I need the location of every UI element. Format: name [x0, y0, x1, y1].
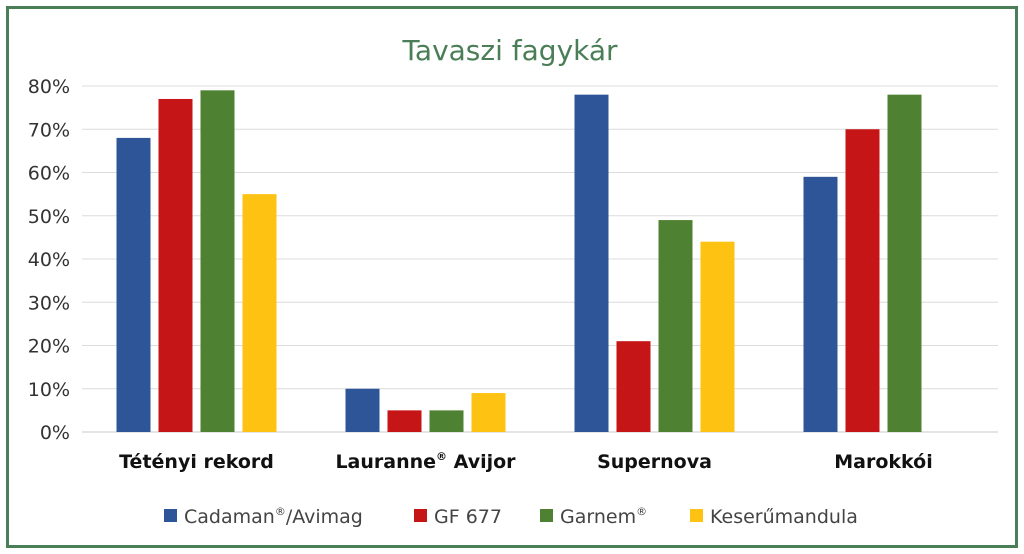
gridlines — [82, 85, 998, 433]
y-tick-label: 50% — [28, 206, 70, 228]
chart-title: Tavaszi fagykár — [401, 34, 618, 67]
y-tick-label: 0% — [40, 422, 70, 444]
x-axis-labels: Tétényi rekord Lauranne® Avijor Supernova M… — [119, 450, 933, 473]
bar — [116, 137, 151, 432]
y-tick-label: 20% — [28, 336, 70, 358]
legend-swatch — [540, 509, 553, 522]
y-tick-label: 30% — [28, 292, 70, 314]
legend: Cadaman®/Avimag GF 677 Garnem® Keserűmandul… — [164, 505, 858, 528]
legend-label: GF 677 — [434, 506, 502, 528]
x-category-label: Lauranne® Avijor — [335, 450, 516, 473]
legend-label: Garnem® — [560, 505, 647, 528]
bars — [116, 90, 922, 433]
bar — [616, 341, 651, 432]
y-tick-label: 70% — [28, 119, 70, 141]
bar — [387, 410, 422, 432]
y-tick-label: 40% — [28, 249, 70, 271]
y-tick-label: 10% — [28, 379, 70, 401]
bar — [887, 94, 922, 433]
bar — [471, 393, 506, 432]
bar — [242, 194, 277, 432]
y-tick-label: 80% — [28, 76, 70, 98]
bar — [158, 98, 193, 432]
bar — [345, 388, 380, 432]
bar — [658, 220, 693, 432]
y-tick-label: 60% — [28, 163, 70, 185]
legend-label: Cadaman®/Avimag — [184, 505, 363, 528]
x-category-label: Marokkói — [834, 451, 932, 473]
bar — [200, 90, 235, 432]
x-category-label: Supernova — [597, 451, 712, 473]
x-category-label: Tétényi rekord — [119, 451, 274, 473]
y-axis-ticks: 0% 10% 20% 30% 40% 50% 60% 70% 80% — [28, 76, 70, 444]
bar — [700, 241, 735, 432]
bar — [429, 410, 464, 432]
bar — [574, 94, 609, 433]
bar — [845, 129, 880, 432]
legend-swatch — [164, 509, 177, 522]
legend-swatch — [414, 509, 427, 522]
bar — [803, 176, 838, 432]
legend-swatch — [690, 509, 703, 522]
legend-label: Keserűmandula — [710, 506, 858, 528]
